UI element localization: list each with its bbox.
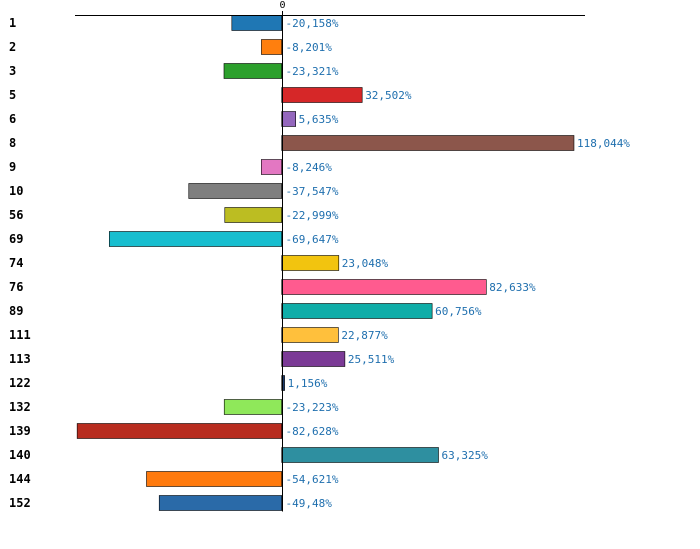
value-label: -8,246% bbox=[286, 161, 333, 174]
category-label: 3 bbox=[9, 64, 16, 78]
bar-111 bbox=[281, 327, 339, 343]
bar-1 bbox=[231, 15, 283, 31]
category-label: 8 bbox=[9, 136, 16, 150]
value-label: 60,756% bbox=[435, 305, 482, 318]
bar-5 bbox=[281, 87, 363, 103]
value-label: 23,048% bbox=[342, 257, 389, 270]
category-label: 139 bbox=[9, 424, 31, 438]
labels-group: 1 -20,158% 2 -8,201% 3 -23,321% 5 32,502% 6 5,635… bbox=[9, 16, 630, 510]
bar-74 bbox=[281, 255, 340, 271]
category-label: 9 bbox=[9, 160, 16, 174]
bar-69 bbox=[108, 231, 283, 247]
value-label: -20,158% bbox=[286, 17, 339, 30]
value-label: 63,325% bbox=[441, 449, 488, 462]
category-label: 5 bbox=[9, 88, 16, 102]
bar-3 bbox=[223, 63, 283, 79]
category-label: 74 bbox=[9, 256, 23, 270]
category-label: 6 bbox=[9, 112, 16, 126]
bar-9 bbox=[261, 159, 283, 175]
value-label: -23,223% bbox=[286, 401, 339, 414]
bar-89 bbox=[281, 303, 433, 319]
bar-152 bbox=[158, 495, 283, 511]
bar-140 bbox=[281, 447, 439, 463]
value-label: 1,156% bbox=[288, 377, 328, 390]
value-label: 25,511% bbox=[348, 353, 395, 366]
value-label: -22,999% bbox=[286, 209, 339, 222]
bar-113 bbox=[281, 351, 346, 367]
bar-132 bbox=[223, 399, 283, 415]
value-label: 82,633% bbox=[489, 281, 536, 294]
value-label: -54,621% bbox=[286, 473, 339, 486]
value-label: 32,502% bbox=[365, 89, 412, 102]
zero-tick-label: 0 bbox=[279, 0, 285, 11]
bar-6 bbox=[281, 111, 296, 127]
category-label: 122 bbox=[9, 376, 31, 390]
value-label: -82,628% bbox=[286, 425, 339, 438]
category-label: 140 bbox=[9, 448, 31, 462]
value-label: 118,044% bbox=[577, 137, 630, 150]
category-label: 113 bbox=[9, 352, 31, 366]
bar-2 bbox=[261, 39, 283, 55]
bar-10 bbox=[188, 183, 283, 199]
bars-group bbox=[76, 15, 575, 511]
category-label: 1 bbox=[9, 16, 16, 30]
category-label: 111 bbox=[9, 328, 31, 342]
category-label: 69 bbox=[9, 232, 23, 246]
category-label: 152 bbox=[9, 496, 31, 510]
category-label: 2 bbox=[9, 40, 16, 54]
category-label: 89 bbox=[9, 304, 23, 318]
value-label: -49,48% bbox=[286, 497, 333, 510]
bar-8 bbox=[281, 135, 575, 151]
category-label: 132 bbox=[9, 400, 31, 414]
value-label: -37,547% bbox=[286, 185, 339, 198]
category-label: 10 bbox=[9, 184, 23, 198]
value-label: -8,201% bbox=[286, 41, 333, 54]
bar-139 bbox=[76, 423, 283, 439]
category-label: 76 bbox=[9, 280, 23, 294]
value-label: -69,647% bbox=[286, 233, 339, 246]
value-label: 22,877% bbox=[341, 329, 388, 342]
bar-144 bbox=[146, 471, 283, 487]
category-label: 144 bbox=[9, 472, 31, 486]
bar-122 bbox=[281, 375, 285, 391]
value-label: -23,321% bbox=[286, 65, 339, 78]
bar-76 bbox=[281, 279, 487, 295]
bar-56 bbox=[224, 207, 283, 223]
value-label: 5,635% bbox=[299, 113, 339, 126]
category-label: 56 bbox=[9, 208, 23, 222]
